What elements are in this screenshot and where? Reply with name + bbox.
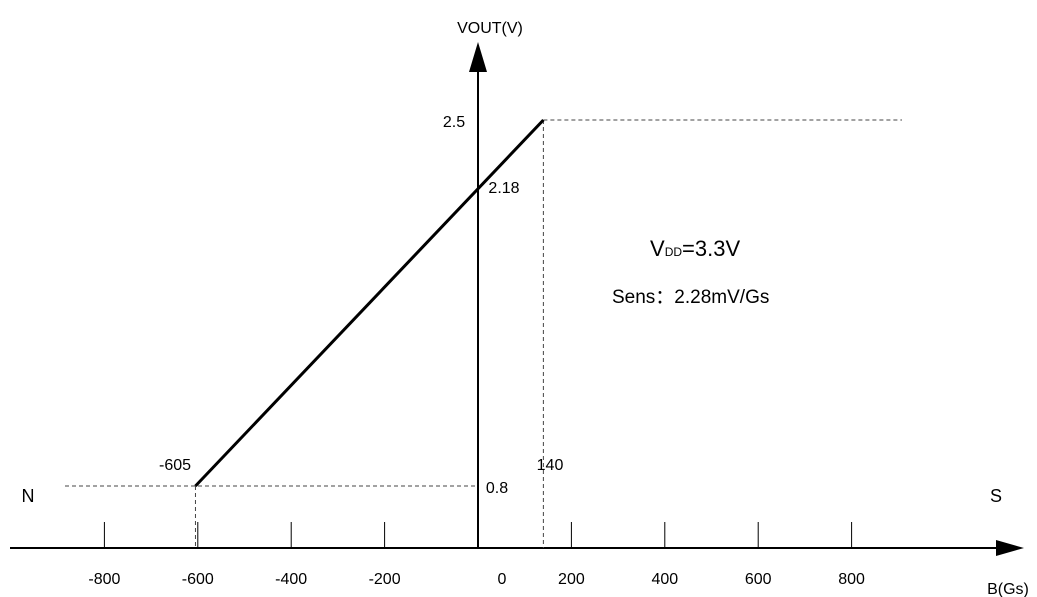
- x-tick-label: -400: [275, 571, 307, 588]
- y-intercept-label: 2.18: [488, 180, 519, 197]
- guide-lines: [65, 119, 902, 548]
- pole-n-label: N: [22, 486, 35, 506]
- x-tick-label: 200: [558, 571, 585, 588]
- y-low-label: 0.8: [486, 480, 508, 497]
- x-tick-label: 400: [651, 571, 678, 588]
- y-axis-arrow: [469, 42, 487, 72]
- sensitivity-label: Sens：2.28mV/Gs: [612, 287, 769, 308]
- series-line: [194, 118, 545, 488]
- vdd-label: VDD=3.3V: [650, 236, 740, 261]
- x-tick-label: -600: [182, 571, 214, 588]
- x-tick-label: -200: [369, 571, 401, 588]
- x-tick-label: -800: [88, 571, 120, 588]
- x-ticks: -800 -600 -400 -200 0 200 400 600 800: [88, 522, 865, 588]
- x-right-label: 140: [537, 457, 564, 474]
- vdd-main: V: [650, 236, 665, 261]
- y-axis-label: VOUT(V): [457, 20, 523, 37]
- vdd-sub: DD: [665, 245, 683, 259]
- pole-s-label: S: [990, 486, 1002, 506]
- x-axis-arrow: [996, 540, 1024, 556]
- y-high-label: 2.5: [443, 114, 465, 131]
- series: [194, 118, 545, 488]
- x-tick-label: 0: [498, 571, 507, 588]
- vdd-value: =3.3V: [682, 236, 740, 261]
- x-left-label: -605: [159, 457, 191, 474]
- x-tick-label: 800: [838, 571, 865, 588]
- x-axis-label: B(Gs): [987, 581, 1029, 597]
- x-tick-label: 600: [745, 571, 772, 588]
